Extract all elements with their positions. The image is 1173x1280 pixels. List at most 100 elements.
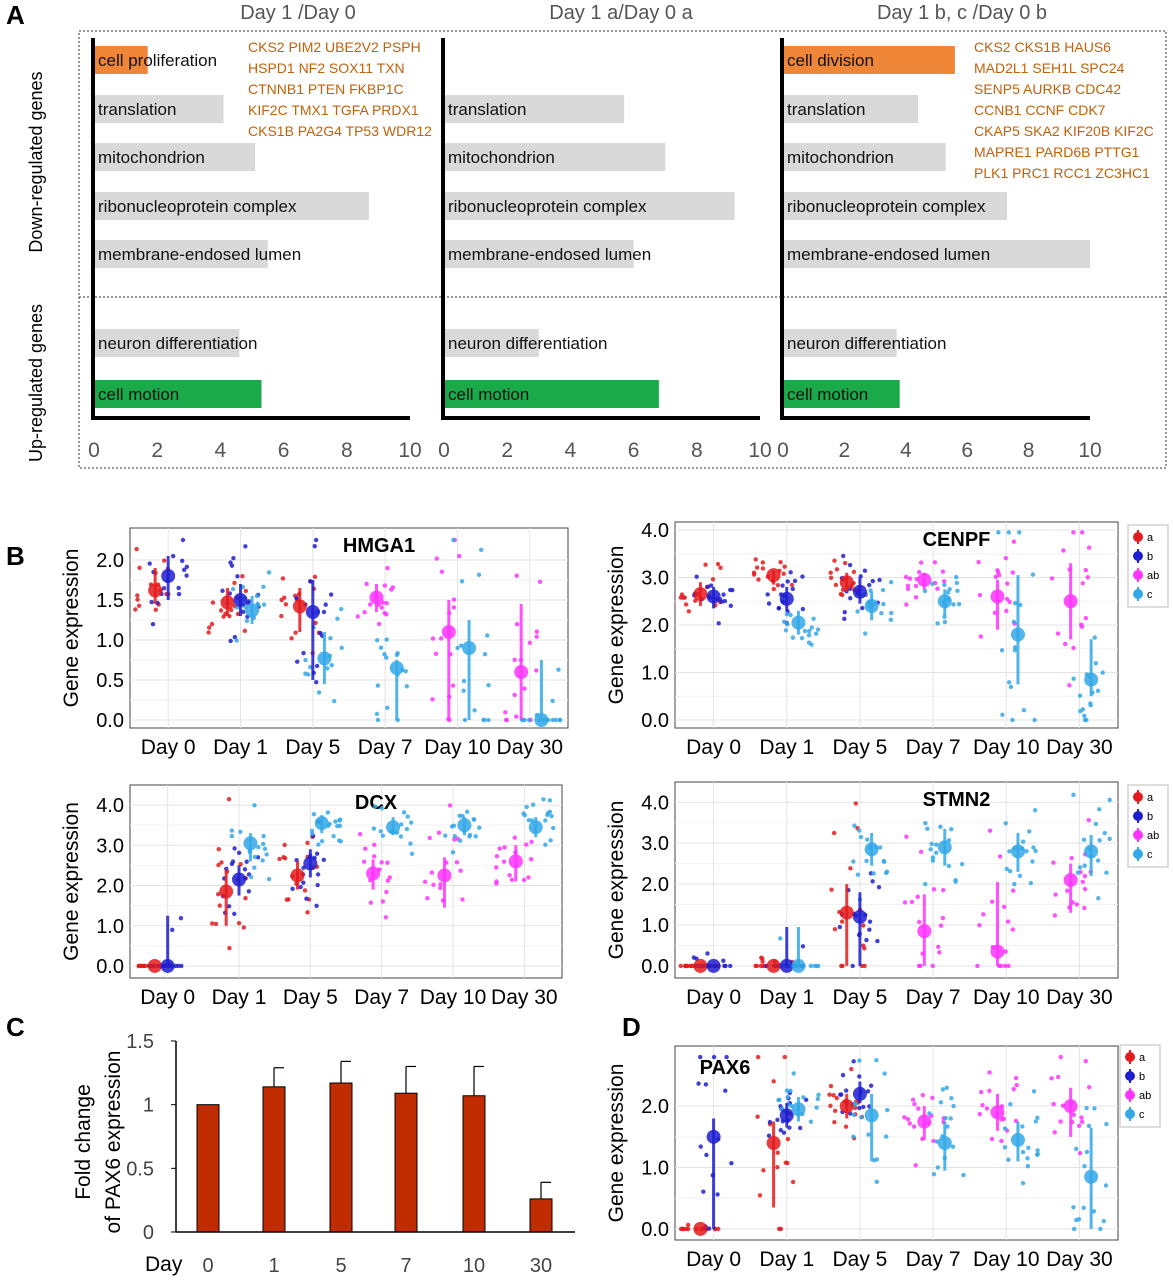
data-point bbox=[1010, 570, 1016, 575]
data-point bbox=[913, 583, 919, 589]
data-point bbox=[136, 603, 142, 609]
data-point bbox=[1035, 1151, 1040, 1157]
data-point bbox=[1086, 1123, 1092, 1129]
data-point bbox=[526, 875, 531, 880]
data-point bbox=[938, 1100, 944, 1105]
data-point bbox=[238, 861, 243, 867]
data-point bbox=[230, 859, 236, 864]
data-point bbox=[241, 609, 246, 615]
data-point bbox=[279, 597, 284, 603]
mean-point bbox=[766, 958, 781, 973]
data-point bbox=[828, 1103, 833, 1109]
mean-point bbox=[514, 665, 529, 679]
data-point bbox=[880, 587, 886, 593]
data-point bbox=[831, 830, 837, 836]
scatter-plot-dcx: 0.0 1.0 2.0 3.0 4.0 Day 0 Day 1 Day 5 Day 7 Day 1… bbox=[60, 784, 563, 1009]
data-point bbox=[703, 562, 708, 567]
data-point bbox=[298, 884, 303, 890]
data-point bbox=[766, 1133, 772, 1138]
data-point bbox=[294, 857, 299, 863]
data-point bbox=[1053, 892, 1058, 897]
data-point bbox=[944, 1085, 949, 1090]
data-point bbox=[372, 842, 377, 847]
legend-swatch bbox=[1133, 589, 1143, 599]
x-tick-label: 10 bbox=[463, 1255, 485, 1277]
go-bar bbox=[94, 380, 262, 408]
data-point bbox=[930, 858, 936, 863]
data-point bbox=[338, 839, 343, 844]
data-point bbox=[683, 602, 689, 607]
data-point bbox=[380, 833, 386, 838]
data-point bbox=[384, 612, 389, 617]
data-point bbox=[1004, 608, 1009, 614]
data-point bbox=[312, 574, 318, 580]
data-point bbox=[545, 812, 550, 817]
data-point bbox=[1083, 568, 1089, 573]
data-point bbox=[806, 640, 812, 645]
data-point bbox=[1025, 1163, 1031, 1169]
x-tick-label: Day 30 bbox=[497, 736, 564, 759]
data-point bbox=[1058, 1054, 1063, 1060]
data-point bbox=[543, 818, 548, 823]
data-point bbox=[524, 842, 529, 847]
data-point bbox=[1088, 701, 1093, 706]
mean-point bbox=[1010, 1132, 1025, 1147]
data-point bbox=[254, 593, 260, 599]
data-point bbox=[1082, 873, 1088, 879]
go-bar bbox=[444, 329, 539, 357]
gene-list-line: CKS1B PA2G4 TP53 WDR12 bbox=[248, 123, 432, 139]
data-point bbox=[436, 830, 442, 835]
legend-label: b bbox=[1139, 1071, 1145, 1083]
data-point bbox=[232, 580, 237, 586]
mean-point bbox=[791, 615, 806, 630]
go-bar-label: membrane-endosed lumen bbox=[787, 245, 990, 264]
data-point bbox=[1069, 855, 1074, 861]
data-point bbox=[1103, 1183, 1109, 1188]
y-tick-label: 0.0 bbox=[96, 956, 124, 978]
legend: ab ab c bbox=[1127, 784, 1169, 868]
data-point bbox=[1013, 1075, 1019, 1081]
go-bar-label: mitochondrion bbox=[787, 148, 894, 167]
data-point bbox=[389, 587, 394, 592]
data-point bbox=[815, 1096, 821, 1102]
data-point bbox=[1021, 708, 1027, 713]
data-point bbox=[290, 886, 295, 891]
data-point bbox=[473, 834, 478, 839]
go-x-tick-label: 6 bbox=[278, 439, 290, 462]
data-point bbox=[252, 803, 257, 808]
panel-label-b: B bbox=[6, 541, 25, 571]
data-point bbox=[385, 878, 391, 883]
data-point bbox=[935, 586, 940, 591]
data-point bbox=[784, 1088, 790, 1093]
mean-point bbox=[864, 842, 879, 857]
data-point bbox=[778, 559, 783, 565]
data-point bbox=[548, 838, 553, 843]
mean-point bbox=[706, 1129, 721, 1144]
data-point bbox=[303, 657, 308, 663]
mean-point bbox=[243, 836, 258, 851]
data-point bbox=[781, 1130, 787, 1135]
mean-point bbox=[693, 587, 708, 602]
data-point bbox=[813, 631, 819, 636]
data-point bbox=[311, 812, 317, 817]
data-point bbox=[209, 621, 215, 627]
data-point bbox=[723, 1088, 728, 1093]
data-point bbox=[494, 865, 499, 870]
data-point bbox=[1005, 919, 1011, 924]
data-point bbox=[1084, 1105, 1089, 1111]
data-point bbox=[870, 578, 875, 584]
data-point bbox=[754, 565, 760, 570]
data-point bbox=[989, 899, 995, 904]
data-point bbox=[995, 570, 1001, 575]
go-bar bbox=[444, 240, 634, 268]
data-point bbox=[394, 652, 400, 658]
data-point bbox=[261, 584, 266, 589]
data-point bbox=[923, 881, 928, 887]
y-tick-label: 0.0 bbox=[641, 710, 669, 732]
mean-point bbox=[990, 589, 1005, 604]
data-point bbox=[534, 629, 540, 634]
mean-point bbox=[693, 958, 708, 973]
data-point bbox=[422, 879, 428, 885]
data-point bbox=[368, 900, 374, 905]
data-point bbox=[1074, 1217, 1079, 1223]
